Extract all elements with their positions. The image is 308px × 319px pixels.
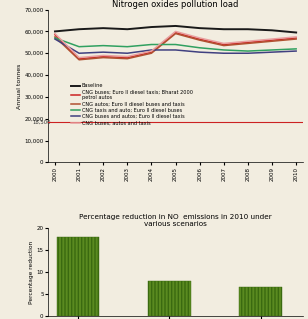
Bar bbox=[57, 237, 99, 316]
Legend: Baseline, CNG buses; Euro II diesel taxis; Bharat 2000
petrol autos, CNG autos; : Baseline, CNG buses; Euro II diesel taxi… bbox=[71, 83, 193, 125]
Title: Nitrogen oxides pollution load: Nitrogen oxides pollution load bbox=[112, 0, 239, 9]
Y-axis label: Percentage reduction: Percentage reduction bbox=[29, 241, 34, 304]
Title: Percentage reduction in NO  emissions in 2010 under
various scenarios: Percentage reduction in NO emissions in … bbox=[79, 214, 272, 227]
Bar bbox=[240, 287, 282, 316]
Y-axis label: Annual tonnes: Annual tonnes bbox=[17, 63, 22, 109]
Text: 18,500: 18,500 bbox=[33, 120, 51, 124]
Bar bbox=[148, 281, 191, 316]
